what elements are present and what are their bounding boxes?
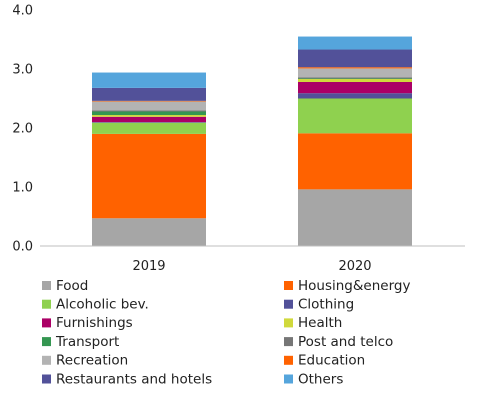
x-tick-label: 2019	[132, 259, 165, 274]
legend-label: Transport	[55, 334, 119, 350]
legend-label: Clothing	[298, 297, 354, 313]
legend-swatch	[42, 318, 51, 328]
bar-segment	[298, 36, 412, 50]
bar-segment	[92, 87, 206, 101]
legend-item: Alcoholic bev.	[42, 297, 149, 313]
legend-item: Education	[284, 353, 365, 369]
bar-segment	[298, 133, 412, 190]
bar-stack-2020	[298, 36, 412, 246]
y-tick-label: 2.0	[12, 122, 33, 137]
legend-swatch	[284, 281, 293, 290]
legend-swatch	[284, 337, 293, 347]
legend-swatch	[42, 281, 51, 290]
bar-segment	[92, 100, 206, 102]
bar-segment	[298, 98, 412, 134]
legend-swatch	[42, 337, 51, 347]
legend-item: Furnishings	[42, 315, 133, 331]
legend-item: Others	[284, 371, 343, 387]
bar-stack-2019	[92, 72, 206, 246]
legend-label: Others	[298, 371, 343, 387]
legend-swatch	[284, 318, 293, 328]
legend-label: Health	[298, 315, 342, 331]
bar-segment	[92, 218, 206, 246]
legend-label: Restaurants and hotels	[56, 371, 212, 387]
bar-segment	[298, 189, 412, 246]
bar-segment	[298, 68, 412, 78]
legend-swatch	[42, 355, 51, 365]
bar-segment	[92, 72, 206, 88]
legend-swatch	[42, 374, 51, 384]
bar-stacks	[92, 36, 412, 246]
bar-segment	[92, 133, 206, 219]
bar-segment	[298, 78, 412, 80]
x-tick-label: 2020	[338, 259, 371, 274]
legend-swatch	[284, 355, 293, 365]
bar-segment	[298, 81, 412, 94]
bar-segment	[92, 122, 206, 123]
bar-segment	[92, 116, 206, 123]
legend-label: Recreation	[56, 353, 128, 369]
bar-segment	[298, 49, 412, 68]
legend-item: Recreation	[42, 353, 128, 369]
legend-item: Post and telco	[284, 334, 393, 350]
legend-swatch	[284, 299, 293, 309]
bar-segment	[298, 79, 412, 82]
bar-segment	[92, 110, 206, 112]
legend-item: Food	[42, 278, 88, 294]
bar-segment	[92, 115, 206, 117]
legend-label: Food	[56, 278, 88, 294]
legend-item: Health	[284, 315, 342, 331]
bar-segment	[298, 77, 412, 79]
y-tick-label: 4.0	[12, 4, 33, 19]
bar-segment	[92, 101, 206, 111]
bar-segment	[92, 122, 206, 134]
legend-item: Housing&energy	[284, 278, 410, 294]
legend-label: Alcoholic bev.	[56, 297, 149, 313]
legend-swatch	[42, 299, 51, 309]
legend: Food Housing&energy Alcoholic bev. Clothing…	[42, 278, 410, 387]
y-tick-label: 0.0	[12, 240, 33, 255]
y-tick-label: 3.0	[12, 63, 33, 78]
legend-item: Transport	[42, 334, 119, 350]
legend-swatch	[284, 374, 293, 384]
bar-segment	[92, 111, 206, 116]
legend-item: Restaurants and hotels	[42, 371, 212, 387]
y-tick-label: 1.0	[12, 181, 33, 196]
bar-segment	[298, 93, 412, 99]
legend-label: Furnishings	[56, 315, 133, 331]
legend-label: Education	[298, 353, 365, 369]
x-axis-ticks: 2019 2020	[132, 259, 371, 274]
legend-label: Housing&energy	[298, 278, 410, 294]
legend-label: Post and telco	[298, 334, 393, 350]
legend-item: Clothing	[284, 297, 354, 313]
y-axis-ticks: 0.0 1.0 2.0 3.0 4.0	[12, 4, 33, 255]
bar-segment	[298, 67, 412, 69]
